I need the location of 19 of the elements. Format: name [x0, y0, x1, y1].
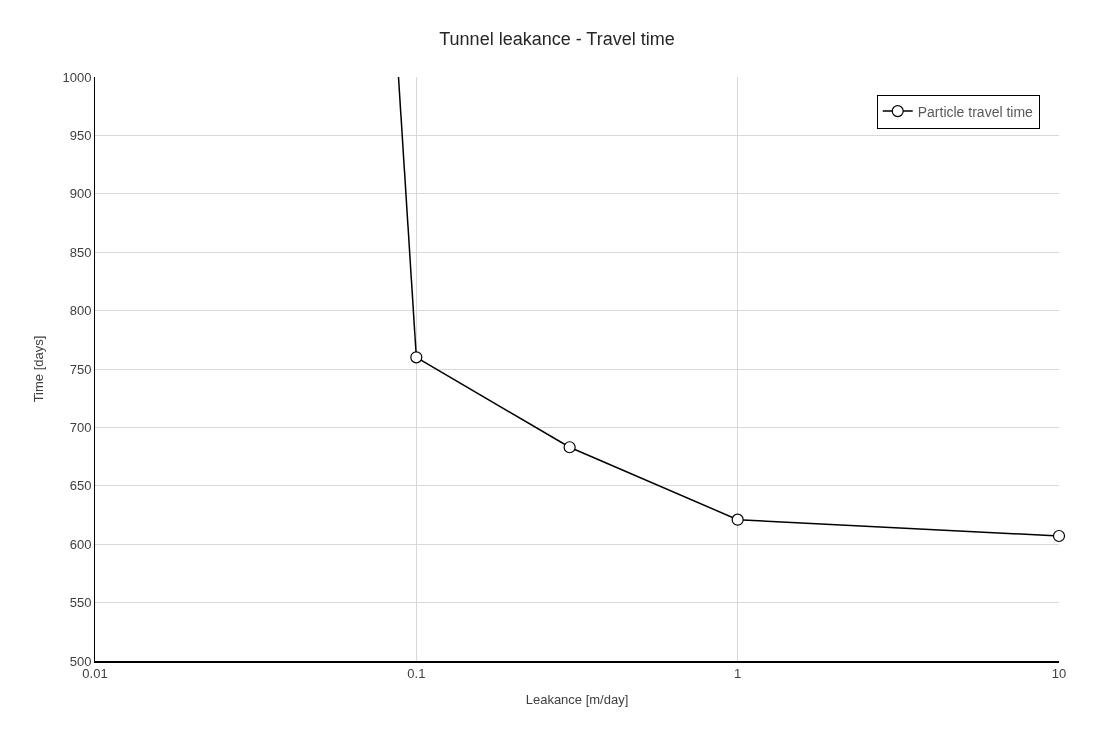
legend-label: Particle travel time [917, 103, 1034, 120]
x-tick-label: 1 [734, 666, 742, 682]
y-tick-label: 800 [69, 303, 92, 319]
x-tick-label: 0.01 [82, 666, 108, 682]
y-tick-label: 700 [69, 419, 92, 435]
x-axis-title: Leakance [m/day] [525, 692, 629, 708]
y-tick-label: 600 [69, 536, 92, 552]
y-axis-title: Time [days] [31, 335, 47, 403]
y-tick-label: 550 [69, 595, 92, 611]
y-tick-label: 850 [69, 244, 92, 260]
y-tick-label: 750 [69, 361, 92, 377]
y-tick-label: 950 [69, 127, 92, 143]
chart-title: Tunnel leakance - Travel time [439, 29, 675, 50]
y-tick-label: 1000 [62, 69, 92, 85]
y-tick-label: 650 [69, 478, 92, 494]
y-tick-label: 900 [69, 186, 92, 202]
x-tick-label: 0.1 [407, 666, 426, 682]
x-tick-label: 10 [1051, 666, 1067, 682]
y-tick-label: 500 [69, 653, 92, 669]
